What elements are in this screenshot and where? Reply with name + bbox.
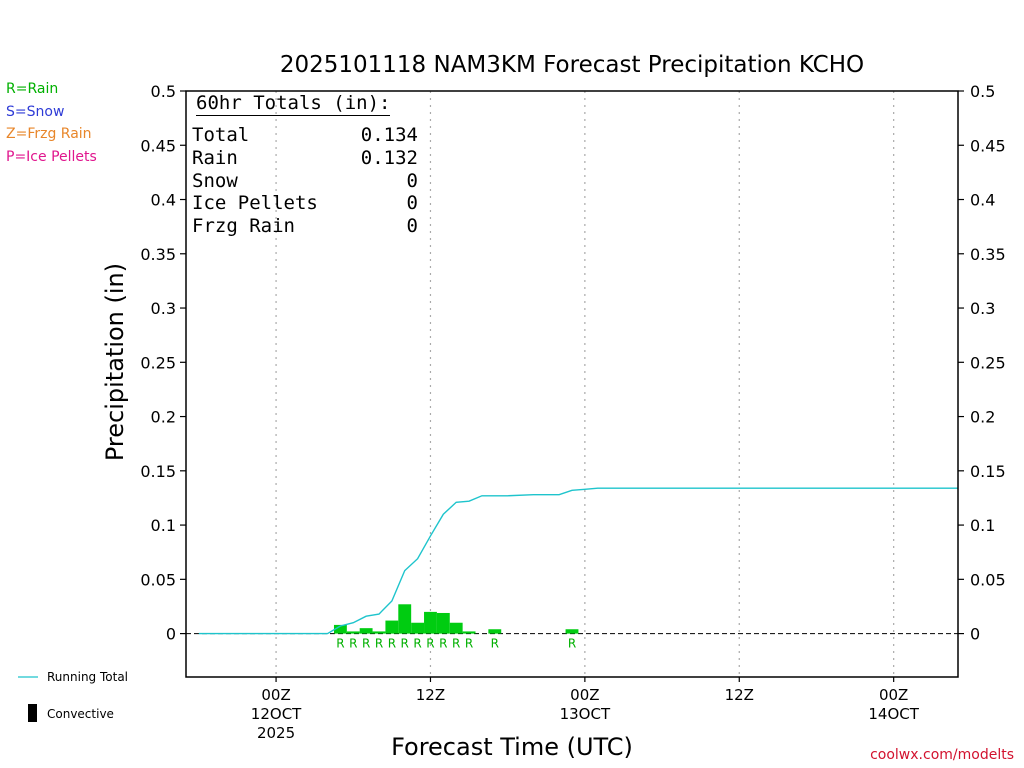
line-layer [198, 487, 958, 635]
totals-label-snow: Snow [192, 170, 238, 192]
x-axis-label: Forecast Time (UTC) [391, 733, 633, 761]
y-tick-label-right: 0.5 [970, 82, 995, 101]
totals-value-frzg-rain: 0 [406, 215, 418, 237]
precip-bar [359, 628, 373, 634]
ptype-letter: R [439, 637, 447, 651]
totals-label-rain: Rain [192, 147, 238, 169]
precip-bar [449, 622, 463, 634]
ptype-key-frzg-rain: Z=Frzg Rain [6, 126, 92, 142]
precip-bar [398, 604, 412, 634]
precip-bar [424, 611, 437, 634]
y-tick-label-right: 0.4 [970, 191, 995, 210]
totals-value-total: 0.134 [360, 124, 418, 146]
precip-bar [436, 612, 450, 634]
ptype-key-ice-pellets: P=Ice Pellets [6, 149, 97, 165]
totals-label-frzg-rain: Frzg Rain [192, 215, 295, 237]
x-tick-label: 00Z [879, 686, 908, 704]
ptype-letter: R [375, 637, 383, 651]
x-tick-label: 00Z [261, 686, 290, 704]
precip-bar [372, 631, 386, 634]
ptype-letter: R [388, 637, 396, 651]
x-tick-label: 00Z [570, 686, 599, 704]
ptype-key-rain: R=Rain [6, 81, 59, 97]
totals-value-ice-pellets: 0 [406, 192, 418, 214]
y-tick-label-left: 0.4 [151, 191, 176, 210]
ptype-letter: R [452, 637, 460, 651]
totals-value-rain: 0.132 [360, 147, 418, 169]
y-tick-label-right: 0.35 [970, 245, 1006, 264]
y-tick-label-left: 0.2 [151, 408, 176, 427]
ptype-letter: R [413, 637, 421, 651]
x-tick-label: 12OCT [251, 705, 302, 723]
y-tick-label-left: 0.3 [151, 299, 176, 318]
ptype-letter: R [401, 637, 409, 651]
site-credit: coolwx.com/modelts [870, 747, 1014, 763]
ptype-letter: R [568, 637, 576, 651]
y-axis-ticks: 0 00.05 0.050.1 0.10.15 0.150.2 0.20.25 0.250.… [140, 82, 1005, 644]
ptype-letter: R [491, 637, 499, 651]
ptype-letter: R [336, 637, 344, 651]
totals-header: 60hr Totals (in): [196, 92, 391, 116]
y-tick-label-right: 0.25 [970, 353, 1006, 372]
x-tick-label: 12Z [725, 686, 754, 704]
grid-layer [186, 91, 958, 677]
y-tick-label-left: 0 [166, 625, 176, 644]
precip-bar [346, 631, 360, 634]
x-tick-label: 13OCT [560, 705, 611, 723]
ptype-letter: R [465, 637, 473, 651]
y-tick-label-right: 0.45 [970, 136, 1006, 155]
y-tick-label-left: 0.45 [140, 136, 176, 155]
y-tick-label-left: 0.5 [151, 82, 176, 101]
x-tick-label: 14OCT [868, 705, 919, 723]
precip-bar [565, 629, 579, 634]
precip-bar [385, 620, 399, 634]
y-axis-label: Precipitation (in) [101, 263, 129, 461]
chart-title: 2025101118 NAM3KM Forecast Precipitation… [279, 52, 865, 78]
precip-bar [333, 624, 347, 634]
precip-bar [462, 631, 476, 634]
ptype-letter: R [362, 637, 370, 651]
x-tick-label: 2025 [257, 724, 295, 742]
y-tick-label-right: 0 [970, 625, 980, 644]
y-tick-label-left: 0.1 [151, 516, 176, 535]
y-tick-label-right: 0.05 [970, 570, 1006, 589]
y-tick-label-left: 0.25 [140, 353, 176, 372]
ptype-letter: R [349, 637, 357, 651]
plot-frame [185, 90, 959, 678]
running-total-legend-label: Running Total [47, 670, 129, 684]
ptype-key-snow: S=Snow [6, 104, 65, 120]
convective-legend-swatch [28, 704, 37, 722]
totals-label-ice-pellets: Ice Pellets [192, 192, 318, 214]
y-tick-label-left: 0.15 [140, 462, 176, 481]
convective-legend-label: Convective [47, 707, 114, 721]
precip-bar [488, 629, 502, 634]
totals-label-total: Total [192, 124, 250, 146]
y-tick-label-left: 0.05 [140, 570, 176, 589]
y-tick-label-left: 0.35 [140, 245, 176, 264]
y-tick-label-right: 0.2 [970, 408, 995, 427]
precip-bar [411, 622, 425, 634]
running-total-line [198, 487, 958, 635]
y-tick-label-right: 0.15 [970, 462, 1006, 481]
x-tick-label: 12Z [416, 686, 445, 704]
y-tick-label-right: 0.3 [970, 299, 995, 318]
y-tick-label-right: 0.1 [970, 516, 995, 535]
ptype-letter: R [426, 637, 434, 651]
totals-value-snow: 0 [406, 170, 418, 192]
